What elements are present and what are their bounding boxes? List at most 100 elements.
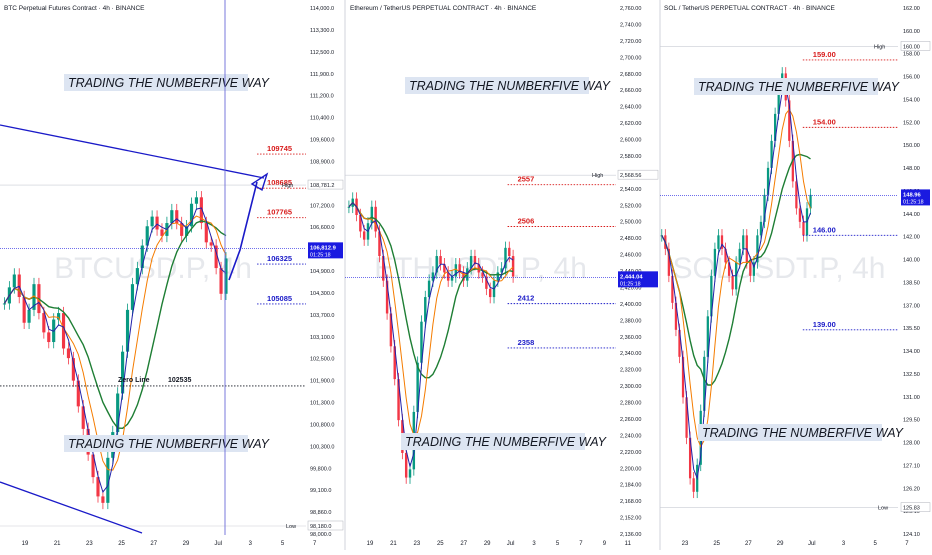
level-label: 108685 xyxy=(267,178,292,187)
y-tick-label: 144.00 xyxy=(903,212,920,218)
candle-body xyxy=(508,247,511,257)
candle-body xyxy=(145,226,149,246)
banner-text: TRADING THE NUMBERFIVE WAY xyxy=(409,79,612,93)
candle-body xyxy=(717,235,720,249)
last-price: 2,444.04 xyxy=(620,274,643,280)
y-tick-label: 2,620.00 xyxy=(620,121,641,127)
y-tick-label: 2,580.00 xyxy=(620,154,641,160)
candle-body xyxy=(408,469,412,478)
candle-body xyxy=(404,452,408,478)
candle-body xyxy=(116,393,120,433)
y-tick-label: 101,900.0 xyxy=(310,379,334,385)
candle-body xyxy=(427,280,431,298)
y-tick-label: 2,360.00 xyxy=(620,335,641,341)
banner-bg xyxy=(401,433,585,450)
candle-body xyxy=(389,313,393,347)
y-tick-label: 2,600.00 xyxy=(620,138,641,144)
y-tick-label: 2,320.00 xyxy=(620,368,641,374)
candle-body xyxy=(795,181,798,209)
x-tick-label: 21 xyxy=(390,541,397,547)
x-tick-label: 7 xyxy=(579,541,583,547)
banner-text: TRADING THE NUMBERFIVE WAY xyxy=(68,76,271,90)
y-tick-label: 114,000.0 xyxy=(310,6,334,12)
y-tick-label: 112,500.0 xyxy=(310,50,334,56)
y-tick-label: 158.00 xyxy=(903,52,920,58)
candle-body xyxy=(692,478,695,492)
candle-body xyxy=(101,496,105,503)
candle-body xyxy=(674,302,678,330)
x-tick-label: Jul xyxy=(808,541,816,547)
x-tick-label: 9 xyxy=(603,541,607,547)
candle-body xyxy=(385,280,389,314)
y-tick-label: 104,300.0 xyxy=(310,291,334,297)
x-tick-label: 7 xyxy=(313,541,317,547)
y-tick-label: 2,520.00 xyxy=(620,203,641,209)
y-tick-label: 2,700.00 xyxy=(620,55,641,61)
y-tick-label: 98,000.0 xyxy=(310,532,331,538)
candle-body xyxy=(71,358,75,381)
candle-body xyxy=(204,223,208,243)
y-tick-label: 162.00 xyxy=(903,6,920,12)
y-tick-label: 111,200.0 xyxy=(310,94,334,100)
level-label: 106325 xyxy=(267,254,292,263)
projection-arrowhead xyxy=(250,172,269,192)
x-tick-label: 21 xyxy=(54,541,61,547)
x-tick-label: 3 xyxy=(532,541,536,547)
banner-bg xyxy=(698,424,882,441)
candle-body xyxy=(199,197,203,224)
y-tick-label: 2,280.00 xyxy=(620,401,641,407)
low-value-box xyxy=(307,520,344,531)
candle-body xyxy=(47,332,51,343)
candle-body xyxy=(488,288,492,298)
y-tick-label: 134.00 xyxy=(903,349,920,355)
zero-line-value: 102535 xyxy=(168,377,191,384)
y-tick-label: 100,300.0 xyxy=(310,444,334,450)
candle-body xyxy=(160,229,164,236)
y-tick-label: 148.00 xyxy=(903,166,920,172)
candle-body xyxy=(681,356,685,398)
candle-body xyxy=(431,272,435,281)
candle-body xyxy=(420,321,423,363)
y-tick-label: 98,860.0 xyxy=(310,510,331,516)
level-label: 146.00 xyxy=(813,225,836,234)
candle-body xyxy=(703,356,706,411)
y-tick-label: 103,700.0 xyxy=(310,313,334,319)
y-tick-label: 140.00 xyxy=(903,258,920,264)
candle-body xyxy=(219,268,223,294)
y-tick-label: 107,200.0 xyxy=(310,203,334,209)
candle-body xyxy=(397,379,400,421)
y-tick-label: 2,540.00 xyxy=(620,187,641,193)
y-tick-label: 102,500.0 xyxy=(310,357,334,363)
candle-body xyxy=(504,247,507,269)
low-label: Low xyxy=(878,506,888,512)
candle-body xyxy=(443,264,446,273)
candle-body xyxy=(121,351,125,394)
x-tick-label: 27 xyxy=(460,541,467,547)
x-tick-label: 19 xyxy=(22,541,29,547)
y-tick-label: 127.10 xyxy=(903,463,920,469)
candle-body xyxy=(66,348,71,359)
level-label: 154.00 xyxy=(813,117,836,126)
candle-body xyxy=(496,272,500,281)
low-value: 98,180.0 xyxy=(310,524,331,530)
banner-text: TRADING THE NUMBERFIVE WAY xyxy=(698,80,901,94)
x-tick-label: 27 xyxy=(745,541,752,547)
candle-body xyxy=(130,284,135,310)
y-tick-label: 2,680.00 xyxy=(620,72,641,78)
trendline-lower xyxy=(0,481,143,534)
y-tick-label: 99,100.0 xyxy=(310,488,331,494)
x-tick-label: 29 xyxy=(484,541,491,547)
y-tick-label: 2,220.00 xyxy=(620,450,641,456)
y-tick-label: 2,460.00 xyxy=(620,253,641,259)
candle-body xyxy=(170,210,174,224)
y-tick-label: 106,600.0 xyxy=(310,225,334,231)
candle-body xyxy=(671,275,674,303)
candle-body xyxy=(756,235,759,263)
candle-body xyxy=(81,406,85,429)
y-tick-label: 152.00 xyxy=(903,120,920,126)
x-tick-label: 3 xyxy=(249,541,253,547)
x-tick-label: 25 xyxy=(118,541,125,547)
candle-body xyxy=(370,206,374,224)
candle-body xyxy=(710,275,713,317)
